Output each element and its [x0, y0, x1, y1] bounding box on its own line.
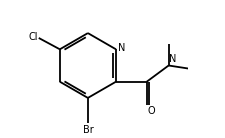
Text: Cl: Cl	[28, 32, 38, 42]
Text: N: N	[117, 43, 124, 54]
Text: O: O	[147, 107, 155, 116]
Text: Br: Br	[82, 125, 93, 135]
Text: N: N	[169, 54, 176, 64]
